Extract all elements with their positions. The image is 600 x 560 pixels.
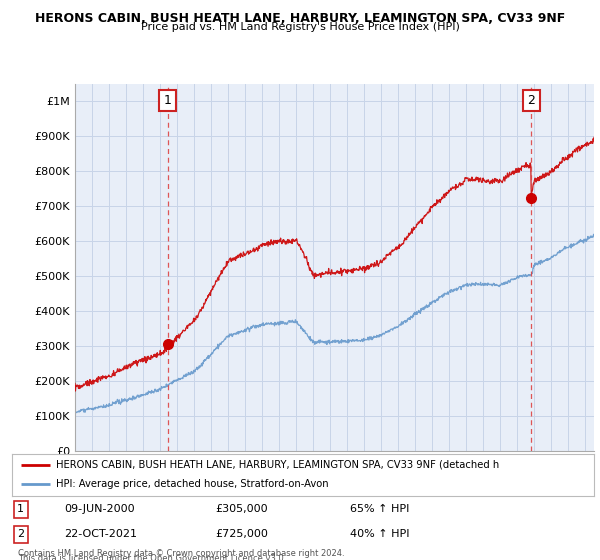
- Text: HERONS CABIN, BUSH HEATH LANE, HARBURY, LEAMINGTON SPA, CV33 9NF: HERONS CABIN, BUSH HEATH LANE, HARBURY, …: [35, 12, 565, 25]
- Text: 2: 2: [527, 94, 535, 107]
- Text: Price paid vs. HM Land Registry's House Price Index (HPI): Price paid vs. HM Land Registry's House …: [140, 22, 460, 32]
- Text: 09-JUN-2000: 09-JUN-2000: [64, 504, 135, 514]
- Text: 22-OCT-2021: 22-OCT-2021: [64, 529, 137, 539]
- Text: 1: 1: [164, 94, 172, 107]
- Text: 1: 1: [17, 504, 24, 514]
- Text: 40% ↑ HPI: 40% ↑ HPI: [350, 529, 409, 539]
- Text: 2: 2: [17, 529, 24, 539]
- Text: HERONS CABIN, BUSH HEATH LANE, HARBURY, LEAMINGTON SPA, CV33 9NF (detached h: HERONS CABIN, BUSH HEATH LANE, HARBURY, …: [56, 460, 499, 470]
- Text: 65% ↑ HPI: 65% ↑ HPI: [350, 504, 409, 514]
- Text: £725,000: £725,000: [216, 529, 269, 539]
- Text: £305,000: £305,000: [216, 504, 268, 514]
- Text: This data is licensed under the Open Government Licence v3.0.: This data is licensed under the Open Gov…: [18, 554, 286, 560]
- Text: Contains HM Land Registry data © Crown copyright and database right 2024.: Contains HM Land Registry data © Crown c…: [18, 549, 344, 558]
- Text: HPI: Average price, detached house, Stratford-on-Avon: HPI: Average price, detached house, Stra…: [56, 479, 328, 489]
